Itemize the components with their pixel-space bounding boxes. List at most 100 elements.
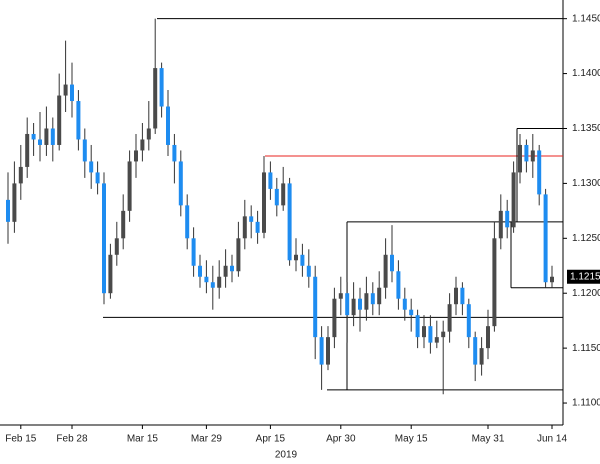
year-label: 2019 [275, 450, 298, 461]
candle-body [210, 282, 215, 288]
candle-body [396, 271, 401, 299]
candle-body [6, 199, 10, 222]
candle-body [377, 287, 382, 305]
candle-body [217, 276, 222, 288]
x-tick-label: May 31 [472, 434, 505, 445]
y-tick-label: 1.1400 [572, 68, 600, 79]
candle-body [121, 210, 126, 239]
candle-body [191, 238, 196, 266]
candle-body [262, 172, 266, 233]
candle-body [345, 293, 350, 316]
y-tick-label: 1.1300 [572, 178, 600, 189]
candle-body [185, 205, 190, 239]
candle-body [466, 304, 471, 338]
last-price-box [567, 269, 600, 284]
candle-body [230, 265, 234, 272]
candle-body [383, 254, 388, 288]
x-tick-label: Mar 15 [127, 434, 159, 445]
candle-body [178, 161, 183, 206]
last-price-label: 1.1215 [570, 271, 600, 282]
candle-body [370, 293, 375, 305]
candle-body [50, 128, 55, 145]
candle-body [114, 238, 119, 255]
candle-body [313, 276, 318, 338]
candle-body [287, 183, 292, 261]
candle-body [134, 150, 138, 162]
y-tick-label: 1.1150 [572, 343, 600, 354]
candle-body [204, 276, 209, 283]
candle-body [140, 139, 145, 151]
candle-body [434, 337, 439, 343]
candle-body [236, 238, 241, 272]
y-tick-label: 1.1450 [572, 13, 600, 24]
x-tick-label: Apr 30 [326, 434, 356, 445]
x-tick-label: Mar 29 [191, 434, 223, 445]
x-tick-label: Feb 15 [5, 434, 37, 445]
candle-body [166, 106, 170, 145]
candle-body [249, 216, 254, 222]
candle-body [57, 95, 62, 145]
candle-body [409, 309, 414, 316]
candle-body [153, 68, 158, 129]
candle-body [441, 331, 446, 338]
candle-body [268, 172, 273, 189]
y-tick-label: 1.1350 [572, 123, 600, 134]
candle-body [498, 210, 503, 239]
y-tick-label: 1.1200 [572, 288, 600, 299]
candle-body [38, 139, 42, 145]
y-tick-label: 1.1250 [572, 233, 600, 244]
candle-body [281, 183, 286, 206]
candle-body [82, 139, 87, 162]
candle-body [479, 348, 484, 365]
candle-body [95, 172, 100, 184]
candle-body [70, 84, 74, 102]
candle-body [63, 84, 68, 96]
candle-body [428, 326, 433, 343]
candle-body [242, 216, 247, 239]
x-tick-label: Jun 14 [537, 434, 567, 445]
candle-body [422, 326, 426, 338]
candle-body [351, 298, 356, 316]
candle-body [492, 238, 497, 327]
candle-body [18, 166, 23, 184]
candle-body [530, 150, 535, 162]
candle-body [25, 133, 30, 167]
candle-body [473, 337, 478, 365]
candle-body [486, 326, 490, 349]
candle-body [146, 128, 151, 140]
x-tick-label: Apr 15 [256, 434, 286, 445]
candle-body [306, 265, 311, 277]
candle-body [89, 161, 94, 173]
candle-body [108, 254, 113, 294]
candle-body [294, 254, 298, 261]
candle-body [127, 161, 132, 211]
candle-body [543, 194, 548, 283]
x-tick-label: May 15 [395, 434, 428, 445]
candle-body [12, 183, 17, 222]
candle-body [460, 287, 465, 305]
candle-body [338, 293, 343, 299]
candle-body [172, 144, 177, 162]
candle-body [364, 293, 369, 310]
candle-body [454, 287, 458, 305]
candle-body [255, 221, 260, 233]
x-tick-label: Feb 28 [56, 434, 88, 445]
y-tick-label: 1.1100 [572, 398, 600, 409]
candle-body [326, 337, 330, 365]
candle-body [358, 298, 362, 310]
candle-body [518, 144, 522, 173]
candle-body [524, 144, 529, 162]
candle-body [390, 254, 394, 272]
candle-body [76, 101, 81, 140]
candle-body [537, 150, 542, 195]
candle-body [447, 304, 452, 332]
candle-body [223, 265, 228, 277]
candle-body [402, 298, 407, 310]
candle-body [319, 337, 324, 365]
candle-body [274, 188, 279, 206]
candle-body [300, 254, 305, 266]
candle-body [102, 183, 106, 294]
candle-body [198, 265, 202, 277]
